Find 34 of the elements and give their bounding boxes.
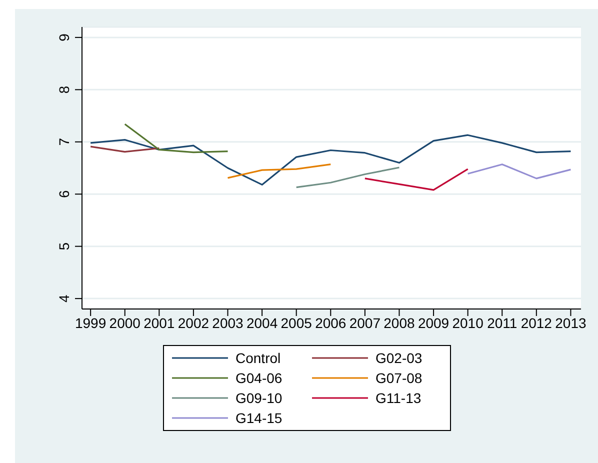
x-tick-label: 2006 bbox=[315, 314, 346, 331]
line-series bbox=[467, 164, 572, 180]
legend-label: Control bbox=[236, 350, 281, 366]
line-series bbox=[226, 164, 332, 179]
line-series bbox=[364, 168, 469, 191]
x-tick-label: 2001 bbox=[144, 314, 175, 331]
x-tick-label: 2002 bbox=[178, 314, 210, 331]
x-tick-label: 2007 bbox=[349, 314, 381, 331]
line-series bbox=[90, 134, 572, 186]
x-tick-label: 2008 bbox=[384, 314, 416, 331]
x-tick-label: 2005 bbox=[280, 314, 312, 331]
line-series bbox=[124, 123, 229, 154]
y-tick-label: 5 bbox=[56, 242, 72, 250]
legend-label: G07-08 bbox=[376, 370, 422, 386]
y-tick-label: 6 bbox=[56, 190, 72, 198]
x-tick-label: 2010 bbox=[452, 314, 484, 331]
x-tick-label: 2004 bbox=[246, 314, 278, 331]
line-series bbox=[296, 166, 400, 188]
x-tick-label: 1999 bbox=[74, 314, 106, 331]
x-tick-label: 2013 bbox=[555, 314, 586, 331]
x-tick-label: 2009 bbox=[418, 314, 450, 331]
y-tick-label: 4 bbox=[56, 294, 72, 302]
y-tick-label: 7 bbox=[56, 138, 72, 146]
legend-label: G09-10 bbox=[236, 390, 282, 406]
x-tick-label: 2011 bbox=[487, 314, 518, 331]
x-tick-label: 2003 bbox=[212, 314, 244, 331]
legend-label: G11-13 bbox=[376, 390, 422, 406]
y-tick-label: 9 bbox=[56, 33, 72, 42]
legend-label: G14-15 bbox=[236, 410, 282, 426]
legend-label: G02-03 bbox=[376, 350, 422, 366]
x-tick-label: 2012 bbox=[520, 314, 552, 331]
y-tick-label: 8 bbox=[56, 86, 72, 94]
legend-label: G04-06 bbox=[236, 370, 282, 386]
x-tick-label: 2000 bbox=[109, 314, 141, 331]
